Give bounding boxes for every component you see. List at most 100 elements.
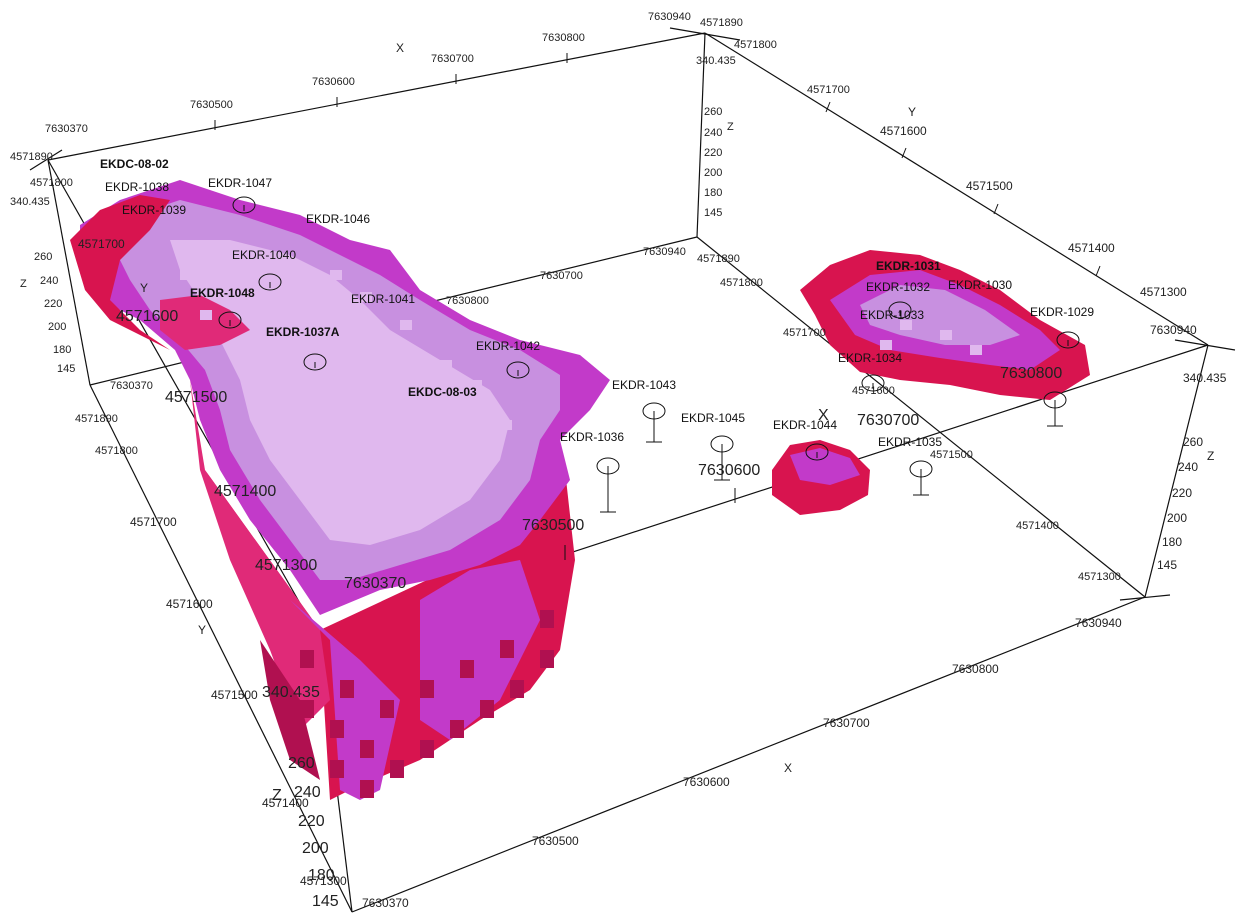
- bounding-box: [29, 27, 1236, 913]
- tick-label: 7630700: [540, 270, 583, 282]
- orebody-side-wall: [260, 640, 320, 780]
- tick-label: 200: [48, 321, 66, 333]
- tick-label: 4571300: [1140, 285, 1187, 299]
- tick-label: 4571600: [852, 385, 895, 397]
- orebody-side-wall: [190, 380, 330, 730]
- axis-label-x: X: [818, 407, 829, 424]
- tick-label: 7630800: [1000, 365, 1062, 382]
- hole-label: EKDR-1029: [1030, 305, 1094, 319]
- tick-label: 180: [308, 867, 335, 884]
- voxel-cube: [420, 680, 434, 698]
- box-edge-bottom-front: [351, 596, 1146, 913]
- hole-label: EKDR-1037A: [266, 325, 340, 339]
- hole-label: EKDR-1041: [351, 292, 415, 306]
- box-edge-vert-left: [47, 159, 91, 386]
- tick-label: 145: [704, 207, 722, 219]
- voxel-cube: [200, 310, 212, 320]
- tick-label: 220: [44, 298, 62, 310]
- tick-label: 145: [312, 893, 339, 910]
- hole-label: EKDR-1042: [476, 339, 540, 353]
- voxel-cube: [390, 760, 404, 778]
- voxel-cube: [300, 650, 314, 668]
- tick-label: 4571890: [697, 253, 740, 265]
- hole-label: EKDC-08-03: [408, 385, 477, 399]
- tick-label: 4571300: [1078, 571, 1121, 583]
- tick-label: 340.435: [262, 684, 320, 701]
- tick-label: 7630370: [362, 896, 409, 910]
- tick-label: 240: [1178, 460, 1198, 474]
- tick-label: 200: [1167, 511, 1187, 525]
- tick-label: 4571700: [807, 84, 850, 96]
- voxel-cube: [300, 700, 314, 718]
- drillhole-collar-icon: [303, 353, 327, 371]
- voxel-cube: [360, 740, 374, 758]
- tick-label: 4571600: [880, 124, 927, 138]
- box-edge-top-right: [704, 32, 1209, 346]
- voxel-cube: [330, 720, 344, 738]
- voxel-cube: [420, 470, 432, 480]
- voxel-cube: [420, 740, 434, 758]
- tick-label: 220: [298, 813, 325, 830]
- voxel-cube: [400, 320, 412, 330]
- tick-label: 4571700: [130, 515, 177, 529]
- hole-label: EKDR-1038: [105, 180, 169, 194]
- drillhole-collar-icon: [861, 374, 885, 392]
- hole-label: EKDR-1032: [866, 280, 930, 294]
- tick-label: 7630940: [1150, 323, 1197, 337]
- drillhole-collar-icon: [218, 311, 242, 329]
- hole-label: EKDR-1047: [208, 176, 272, 190]
- tick-label: 4571700: [783, 327, 826, 339]
- tick-label: 7630370: [45, 123, 88, 135]
- box-edge-vert-back: [696, 32, 706, 238]
- drillhole-collar-icon: [1056, 331, 1080, 349]
- tick-label: 4571400: [1068, 241, 1115, 255]
- hole-label: EKDR-1031: [876, 259, 941, 273]
- tick-label: 7630940: [643, 246, 686, 258]
- tick-label: 260: [288, 755, 315, 772]
- tick-label: 7630800: [446, 295, 489, 307]
- axis-label-z: Z: [1207, 449, 1214, 463]
- voxel-cube: [230, 340, 242, 350]
- tick-label: 220: [704, 147, 722, 159]
- tick-label: 4571500: [966, 179, 1013, 193]
- axis-ticks: 7630370 7630500 7630600 7630700 7630800 …: [10, 11, 1227, 910]
- box-edge-top-back: [47, 32, 706, 161]
- voxel-cube: [330, 760, 344, 778]
- hole-label: EKDR-1036: [560, 430, 624, 444]
- tick-label: 180: [53, 344, 71, 356]
- drillhole-collar-icon: [232, 196, 256, 214]
- voxel-cube: [330, 270, 342, 280]
- tick-label: 7630370: [110, 380, 153, 392]
- tick-label: 7630500: [532, 834, 579, 848]
- tick-label: 180: [704, 187, 722, 199]
- hole-label: EKDR-1033: [860, 308, 924, 322]
- tick-label: 4571890: [10, 151, 53, 163]
- hole-label: EKDR-1034: [838, 351, 902, 365]
- voxel-cube: [180, 270, 192, 280]
- voxel-cube: [380, 410, 392, 420]
- voxel-cube: [880, 340, 892, 350]
- voxel-cube: [450, 720, 464, 738]
- axis-label-y: Y: [908, 105, 916, 119]
- hole-label: EKDR-1039: [122, 203, 186, 217]
- tick-label: 4571400: [1016, 520, 1059, 532]
- box-edge-vert-right: [1144, 344, 1209, 598]
- tick-label: 7630370: [344, 575, 406, 592]
- voxel-cube: [360, 780, 374, 798]
- voxel-cube: [500, 420, 512, 430]
- box-edge-bottom-right: [696, 236, 1146, 598]
- hole-label: EKDR-1043: [612, 378, 676, 392]
- voxel-cube: [900, 320, 912, 330]
- voxel-cube: [390, 480, 402, 490]
- voxel-cube: [500, 640, 514, 658]
- voxel-cube: [320, 440, 332, 450]
- tick-label: 4571400: [262, 796, 309, 810]
- tick-label: 220: [1172, 486, 1192, 500]
- tick-label: 340.435: [10, 196, 50, 208]
- voxel-cube: [470, 380, 482, 390]
- tick-label: 4571600: [116, 308, 178, 325]
- hole-label: EKDR-1044: [773, 418, 837, 432]
- drillhole-collars: [218, 196, 1080, 513]
- hole-label: EKDR-1048: [190, 286, 255, 300]
